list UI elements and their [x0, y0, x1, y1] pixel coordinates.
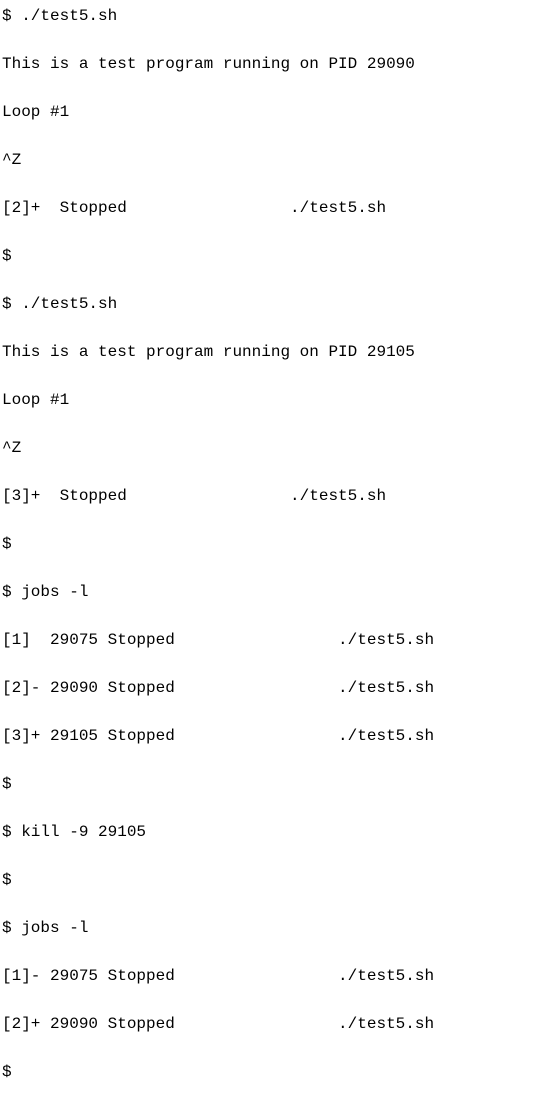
terminal-line: [3]+ 29105 Stopped ./test5.sh — [2, 724, 551, 748]
terminal-line: [3]+ Stopped ./test5.sh — [2, 484, 551, 508]
terminal-line: $ ./test5.sh — [2, 292, 551, 316]
terminal-line: Loop #1 — [2, 388, 551, 412]
terminal-line: $ ./test5.sh — [2, 4, 551, 28]
terminal-line: This is a test program running on PID 29… — [2, 52, 551, 76]
terminal-line: $ — [2, 244, 551, 268]
terminal-line: $ jobs -l — [2, 916, 551, 940]
terminal-line: This is a test program running on PID 29… — [2, 340, 551, 364]
terminal-line: [1] 29075 Stopped ./test5.sh — [2, 628, 551, 652]
terminal-line: Loop #1 — [2, 100, 551, 124]
terminal-line: $ — [2, 1060, 551, 1084]
terminal-line: [2]+ 29090 Stopped ./test5.sh — [2, 1012, 551, 1036]
terminal-output: $ ./test5.sh This is a test program runn… — [0, 0, 553, 1112]
terminal-line: $ — [2, 532, 551, 556]
terminal-line: $ jobs -l — [2, 580, 551, 604]
terminal-line: $ — [2, 772, 551, 796]
terminal-line: [2]+ Stopped ./test5.sh — [2, 196, 551, 220]
terminal-line: ^Z — [2, 148, 551, 172]
terminal-line: [1]- 29075 Stopped ./test5.sh — [2, 964, 551, 988]
terminal-line: [2]- 29090 Stopped ./test5.sh — [2, 676, 551, 700]
terminal-line: $ — [2, 868, 551, 892]
terminal-line: ^Z — [2, 436, 551, 460]
terminal-line: $ kill -9 29105 — [2, 820, 551, 844]
